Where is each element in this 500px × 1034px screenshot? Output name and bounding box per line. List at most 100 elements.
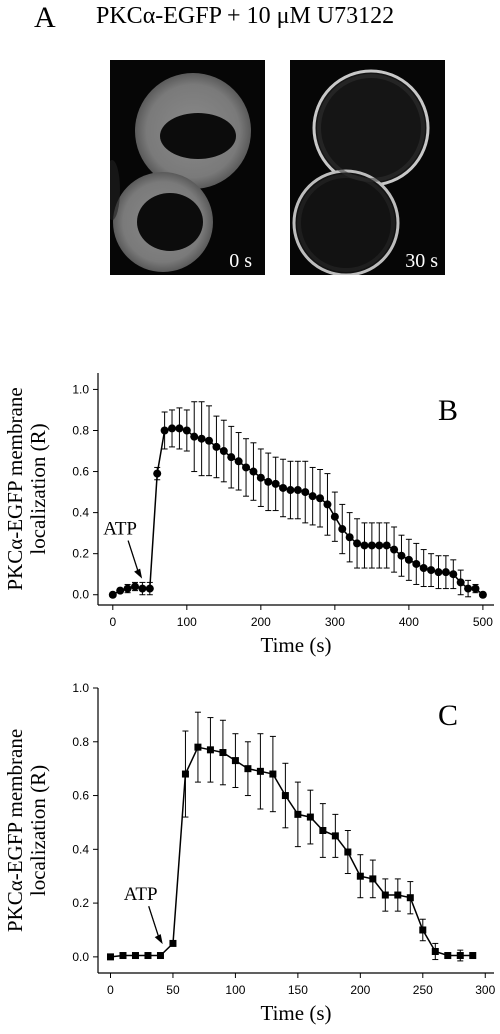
x-tick-label: 500 [473,615,493,629]
panel-a-title: PKCα-EGFP + 10 μM U73122 [96,3,394,29]
data-point [344,848,352,856]
data-point [406,894,414,902]
data-point [431,947,439,955]
panel-c-letter: C [438,699,458,732]
data-point [190,432,199,441]
micrograph-label-30s: 30 s [405,250,438,272]
data-point [271,479,280,488]
data-point [145,584,154,593]
data-point [249,467,258,476]
data-point [294,810,302,818]
y-axis-title-line: localization (R) [26,765,50,896]
data-point [206,746,214,754]
atp-annotation: ATP [124,884,158,905]
data-point [160,426,169,435]
y-tick-label: 0.0 [72,950,89,964]
data-point [293,486,302,495]
data-point [131,952,139,960]
data-point [144,952,152,960]
x-tick-label: 300 [475,983,495,997]
y-tick-label: 0.2 [72,547,89,561]
x-tick-label: 100 [225,983,245,997]
x-tick-label: 0 [107,983,114,997]
y-axis-title-line: PKCα-EGFP membrane [3,387,27,590]
y-tick-label: 0.4 [72,842,89,856]
data-point [234,457,243,466]
data-point [116,586,125,595]
series-line [110,746,473,958]
nucleus-lower [137,193,203,251]
data-point [138,584,147,593]
data-point [404,555,413,564]
data-point [369,875,377,883]
y-tick-label: 0.2 [72,896,89,910]
data-point [394,891,402,899]
cell-upper-membrane [312,69,430,187]
data-point [356,872,364,880]
y-tick-label: 1.0 [72,382,89,396]
data-point [427,566,436,575]
data-point [106,953,114,961]
chart-panel-c: C 0.0 0.2 0.4 0.6 0.8 1.0 0 50 100 150 200 250 300 Ti… [3,681,496,1025]
x-axis-title: Time (s) [261,1001,332,1025]
data-point [205,436,214,445]
data-point [108,590,117,599]
atp-arrow-head [154,934,163,945]
data-point [264,477,273,486]
data-point [212,442,221,451]
data-point [197,434,206,443]
data-point [345,533,354,542]
y-tick-label: 0.0 [72,588,89,602]
data-point [449,570,458,579]
data-point [419,564,428,573]
x-tick-label: 200 [251,615,271,629]
y-tick-label: 0.6 [72,789,89,803]
data-point [353,539,362,548]
y-axis-title-line: localization (R) [26,423,50,554]
data-point [286,486,295,495]
data-point [281,792,289,800]
data-point [469,952,477,960]
data-point [412,559,421,568]
atp-arrow-shaft [127,540,140,575]
data-point [375,541,384,550]
y-tick-label: 1.0 [72,681,89,695]
data-point [360,541,369,550]
data-point [175,424,184,433]
data-point [331,832,339,840]
data-point [367,541,376,550]
data-point [419,926,427,934]
data-point [464,584,473,593]
data-point [471,584,480,593]
data-point [279,483,288,492]
data-point [231,757,239,765]
x-tick-label: 150 [288,983,308,997]
micrograph-0s: 0 s [110,60,265,275]
data-point [131,582,140,591]
atp-arrow-head [134,568,143,579]
data-point [456,578,465,587]
micrograph-label-0s: 0 s [229,250,252,272]
y-tick-label: 0.4 [72,506,89,520]
data-point [308,492,317,501]
y-axis-title-line: PKCα-EGFP membrane [3,729,27,932]
data-point [194,743,202,751]
data-point [169,939,177,947]
data-point [219,447,228,456]
data-point [256,767,264,775]
data-point [444,952,452,960]
data-point [153,469,162,478]
x-tick-label: 250 [413,983,433,997]
data-point [256,473,265,482]
data-point [381,891,389,899]
y-tick-label: 0.6 [72,465,89,479]
data-point [227,453,236,462]
data-point [382,541,391,550]
chart-panel-b: B 0.0 0.2 0.4 0.6 0.8 1.0 0 100 200 300 400 500 Time… [3,373,494,657]
x-tick-label: 300 [325,615,345,629]
x-tick-label: 200 [350,983,370,997]
data-point [441,568,450,577]
x-tick-label: 50 [166,983,180,997]
data-point [323,500,332,509]
